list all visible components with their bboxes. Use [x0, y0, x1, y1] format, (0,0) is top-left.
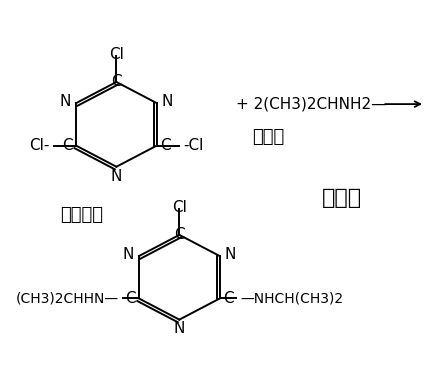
Text: N: N: [162, 94, 173, 109]
Text: C: C: [160, 138, 171, 153]
Text: N: N: [111, 169, 122, 184]
Text: Cl: Cl: [109, 47, 124, 62]
Text: Cl: Cl: [172, 200, 187, 215]
Text: C: C: [125, 291, 136, 306]
Text: 扑灭津: 扑灭津: [322, 188, 362, 208]
Text: C: C: [174, 227, 185, 242]
Text: + 2(CH3)2CHNH2—: + 2(CH3)2CHNH2—: [236, 96, 387, 111]
Text: —NHCH(CH3)2: —NHCH(CH3)2: [240, 291, 343, 306]
Text: N: N: [60, 94, 71, 109]
Text: N: N: [174, 322, 185, 337]
Text: C: C: [111, 74, 122, 89]
Text: -Cl: -Cl: [183, 138, 204, 153]
Text: C: C: [62, 138, 73, 153]
Text: N: N: [225, 247, 236, 262]
Text: C: C: [223, 291, 234, 306]
Text: (CH3)2CHHN—: (CH3)2CHHN—: [16, 291, 119, 306]
Text: Cl-: Cl-: [29, 138, 50, 153]
Text: 异丙胺: 异丙胺: [253, 128, 285, 146]
Text: N: N: [123, 247, 134, 262]
Text: 三聚氯氰: 三聚氯氰: [60, 206, 103, 224]
